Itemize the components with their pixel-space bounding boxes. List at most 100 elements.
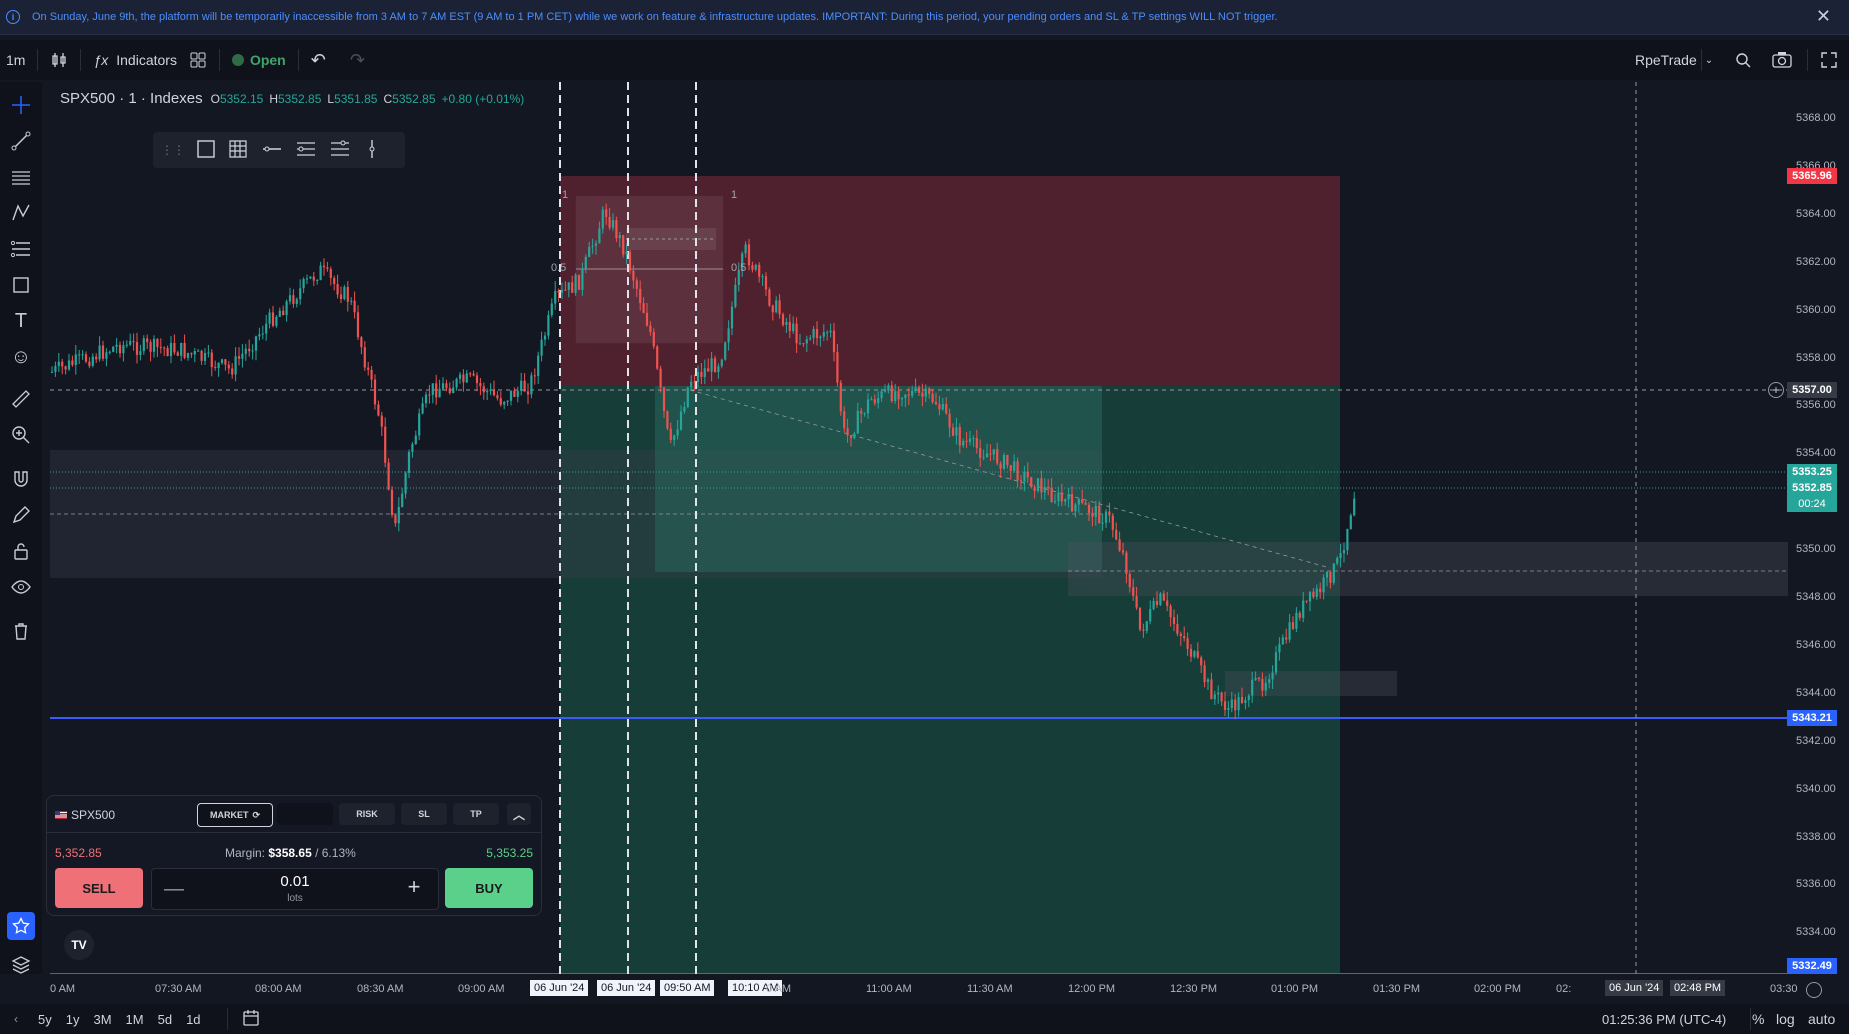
levels-tool-icon[interactable] <box>295 138 317 163</box>
close-icon[interactable]: ✕ <box>1815 6 1831 26</box>
range-button[interactable]: 5d <box>157 1011 173 1027</box>
layers-icon[interactable] <box>8 952 34 978</box>
bid-price-tag: 5352.85 <box>1787 480 1837 496</box>
price-axis[interactable]: 5368.00 5366.00 5364.00 5362.00 5360.00 5358.… <box>1790 82 1849 972</box>
candle-body <box>343 286 346 300</box>
candle-body <box>135 341 139 355</box>
market-order-button[interactable]: MARKET ⟳ <box>197 803 273 827</box>
drag-handle-icon[interactable]: ⋮⋮ <box>161 143 185 157</box>
candle-body <box>1060 492 1063 502</box>
candle-body <box>873 399 876 404</box>
camera-icon[interactable] <box>1772 51 1792 69</box>
favorites-star-icon[interactable] <box>7 912 35 940</box>
candle-body <box>421 403 424 414</box>
tp-button[interactable]: TP <box>453 803 499 825</box>
candle-body <box>1237 696 1240 711</box>
text-icon[interactable]: T <box>14 309 28 332</box>
auto-toggle[interactable]: auto <box>1808 1011 1836 1027</box>
candle-body <box>190 353 193 355</box>
calendar-icon[interactable] <box>242 1009 260 1030</box>
clock[interactable]: 01:25:36 PM (UTC-4) <box>1602 1011 1727 1027</box>
log-toggle[interactable]: log <box>1776 1011 1795 1027</box>
time-axis[interactable]: 0 AM 07:30 AM 08:00 AM 08:30 AM 09:00 AM 06 J… <box>0 974 1798 1004</box>
lock-icon[interactable] <box>8 538 34 564</box>
vline-tool-icon[interactable] <box>365 138 379 163</box>
undo-icon[interactable]: ↶ <box>310 49 326 70</box>
candle-body <box>1016 461 1019 481</box>
search-icon[interactable] <box>1734 51 1752 69</box>
fib-tool-icon[interactable] <box>329 138 351 163</box>
collapse-panel-icon[interactable]: ︿ <box>507 803 531 825</box>
candle-body <box>567 282 570 290</box>
range-button[interactable]: 5y <box>38 1011 52 1027</box>
indicators-button[interactable]: ƒx Indicators <box>93 52 177 68</box>
buy-button[interactable]: BUY <box>445 868 533 908</box>
candle-body <box>299 288 302 300</box>
horizontal-lines-icon[interactable] <box>8 164 34 190</box>
percent-toggle[interactable]: % <box>1752 1011 1765 1027</box>
scroll-left-icon[interactable]: ‹ <box>14 1012 18 1026</box>
range-button[interactable]: 1d <box>186 1011 201 1027</box>
range-button[interactable]: 1y <box>65 1011 80 1027</box>
symbol-title[interactable]: SPX500 · 1 · Indexes <box>60 90 203 107</box>
interval-button[interactable]: 1m <box>6 52 26 68</box>
quantity-mode-button[interactable] <box>277 803 333 825</box>
candle-body <box>1244 700 1247 703</box>
candle-body <box>982 457 985 459</box>
emoji-icon[interactable]: ☺ <box>10 345 32 368</box>
magnet-icon[interactable] <box>8 466 34 492</box>
candle-body <box>1067 494 1070 500</box>
candle-body <box>530 375 533 395</box>
trash-icon[interactable] <box>8 618 34 644</box>
lots-input[interactable]: 0.01 <box>280 873 310 890</box>
time-tick: 02: <box>1556 983 1572 995</box>
high-label: H <box>269 92 278 106</box>
range-button[interactable]: 1M <box>125 1011 144 1027</box>
account-selector[interactable]: RpeTrade ⌄ <box>1635 52 1713 68</box>
redo-icon[interactable]: ↷ <box>349 49 365 70</box>
risk-button[interactable]: RISK <box>339 803 395 825</box>
candle-body <box>724 342 727 360</box>
candle-body <box>622 235 625 255</box>
candle-body <box>435 383 438 398</box>
add-alert-icon[interactable]: + <box>1768 382 1784 398</box>
candle-body <box>924 388 927 397</box>
trend-line-icon[interactable] <box>8 128 34 154</box>
candle-body <box>594 243 598 246</box>
candle-body <box>163 347 166 349</box>
us-flag-icon <box>55 811 67 819</box>
range-button[interactable]: 3M <box>93 1011 112 1027</box>
candle-body <box>401 493 404 507</box>
rect-tool-icon[interactable] <box>195 138 217 163</box>
zoom-icon[interactable] <box>8 422 34 448</box>
grid-tool-icon[interactable] <box>227 138 249 163</box>
candle-body <box>805 339 808 344</box>
ruler-icon[interactable] <box>8 386 34 412</box>
fullscreen-icon[interactable] <box>1820 51 1838 69</box>
fib-inner-box <box>626 228 716 250</box>
sl-button[interactable]: SL <box>401 803 447 825</box>
rectangle-icon[interactable] <box>8 272 34 298</box>
candle-body <box>975 438 978 449</box>
time-settings-icon[interactable] <box>1806 982 1822 998</box>
minus-icon[interactable]: — <box>164 877 184 900</box>
candle-body <box>1291 622 1295 629</box>
time-tick: 11:30 AM <box>967 983 1013 995</box>
candle-type-icon[interactable] <box>50 51 68 69</box>
templates-icon[interactable] <box>189 51 207 69</box>
plus-icon[interactable]: + <box>407 874 421 899</box>
candle-body <box>1223 701 1227 710</box>
fib-icon[interactable] <box>8 236 34 262</box>
hline-tool-icon[interactable] <box>261 138 283 163</box>
sell-button[interactable]: SELL <box>55 868 143 908</box>
eye-icon[interactable] <box>8 574 34 600</box>
candle-body <box>574 274 577 293</box>
crosshair-icon[interactable] <box>8 92 34 118</box>
candle-body <box>1142 629 1145 631</box>
pencil-lock-icon[interactable] <box>8 502 34 528</box>
pattern-icon[interactable] <box>8 200 34 226</box>
candle-body <box>860 410 863 414</box>
tradingview-logo-icon[interactable]: TV <box>64 930 94 960</box>
fib-label: 1 <box>562 189 569 201</box>
candle-body <box>156 338 159 348</box>
